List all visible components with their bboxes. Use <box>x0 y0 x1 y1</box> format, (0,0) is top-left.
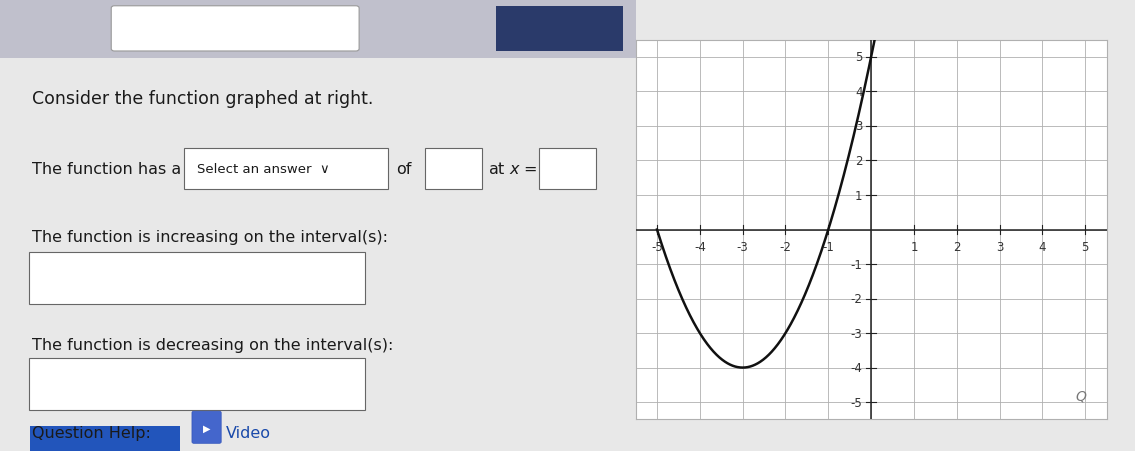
FancyBboxPatch shape <box>539 148 596 190</box>
Text: -2: -2 <box>850 292 863 305</box>
Text: -4: -4 <box>693 240 706 253</box>
Text: 5: 5 <box>1082 240 1088 253</box>
Text: The function is increasing on the interval(s):: The function is increasing on the interv… <box>32 229 388 244</box>
Text: 5: 5 <box>855 51 863 64</box>
Text: 3: 3 <box>855 120 863 133</box>
Bar <box>0 0 636 59</box>
Text: Select an answer  ∨: Select an answer ∨ <box>197 163 330 175</box>
Text: -5: -5 <box>851 396 863 409</box>
Text: 2: 2 <box>953 240 960 253</box>
Text: The function is decreasing on the interval(s):: The function is decreasing on the interv… <box>32 337 393 353</box>
Text: Consider the function graphed at right.: Consider the function graphed at right. <box>32 90 373 108</box>
Text: Question Help:: Question Help: <box>32 425 151 440</box>
Text: 1: 1 <box>855 189 863 202</box>
FancyBboxPatch shape <box>28 253 365 304</box>
FancyBboxPatch shape <box>30 426 179 451</box>
Text: 3: 3 <box>995 240 1003 253</box>
Text: -5: -5 <box>651 240 663 253</box>
Text: -1: -1 <box>850 258 863 271</box>
Text: 4: 4 <box>1039 240 1046 253</box>
Text: -4: -4 <box>850 361 863 374</box>
Text: -3: -3 <box>851 327 863 340</box>
Text: -2: -2 <box>780 240 791 253</box>
Text: -3: -3 <box>737 240 748 253</box>
FancyBboxPatch shape <box>424 148 481 190</box>
Bar <box>496 7 623 52</box>
FancyBboxPatch shape <box>184 148 388 190</box>
Text: The function has a: The function has a <box>32 161 180 177</box>
FancyBboxPatch shape <box>111 7 359 52</box>
Text: -1: -1 <box>823 240 834 253</box>
Text: 1: 1 <box>910 240 918 253</box>
Text: at $x$ =: at $x$ = <box>488 161 538 177</box>
Text: Q: Q <box>1076 388 1086 402</box>
FancyBboxPatch shape <box>28 359 365 410</box>
Text: 2: 2 <box>855 155 863 168</box>
Text: ▶: ▶ <box>203 423 210 433</box>
Text: of: of <box>396 161 411 177</box>
FancyBboxPatch shape <box>192 411 221 443</box>
Text: Video: Video <box>226 425 270 440</box>
Text: 4: 4 <box>855 86 863 99</box>
